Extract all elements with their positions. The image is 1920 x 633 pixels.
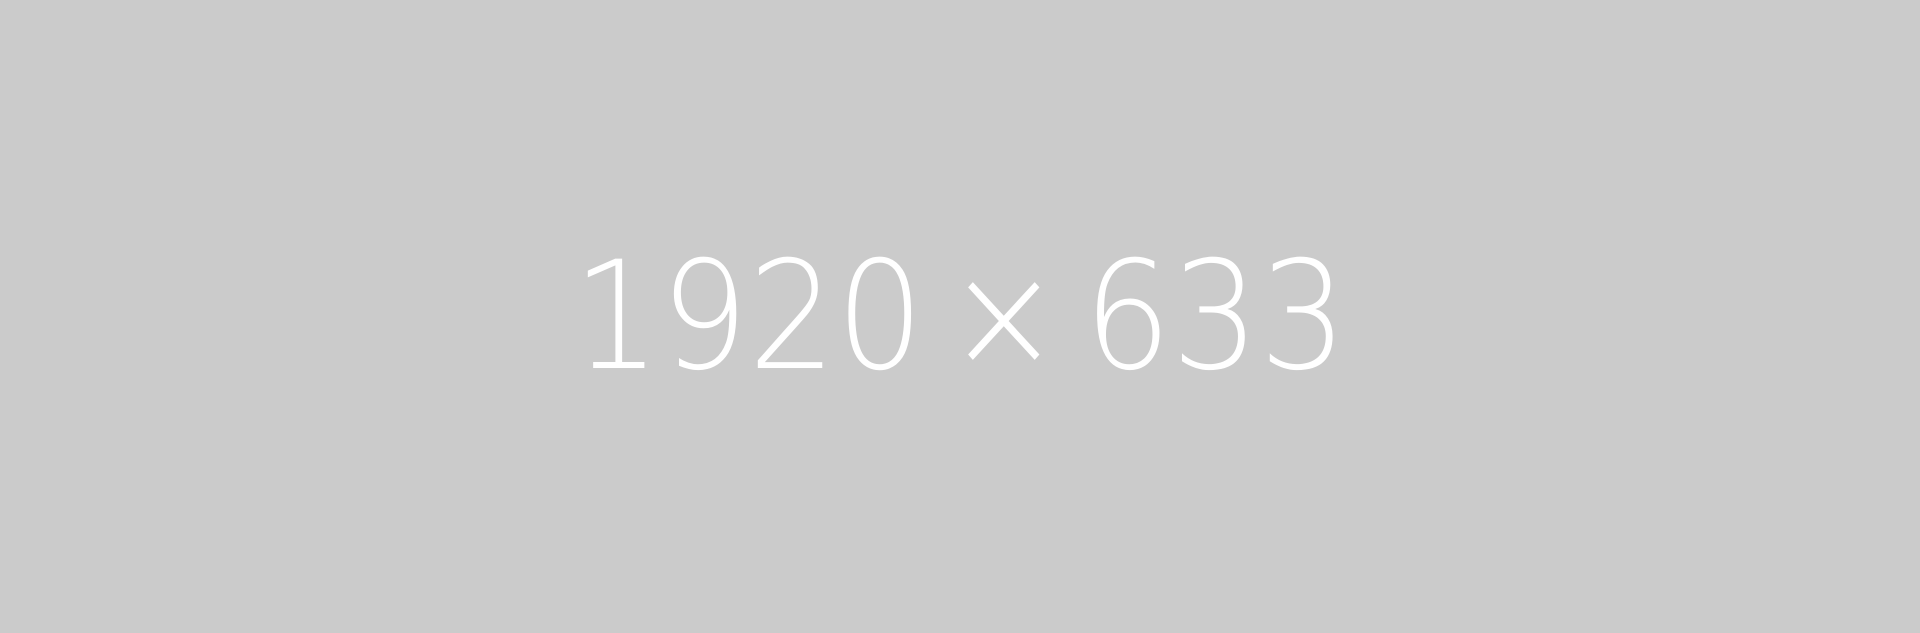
width-text: 1920 xyxy=(572,229,925,404)
times-separator: × xyxy=(946,229,1062,404)
dimensions-label: 1920 × 633 xyxy=(573,242,1347,392)
height-text: 633 xyxy=(1083,229,1348,404)
